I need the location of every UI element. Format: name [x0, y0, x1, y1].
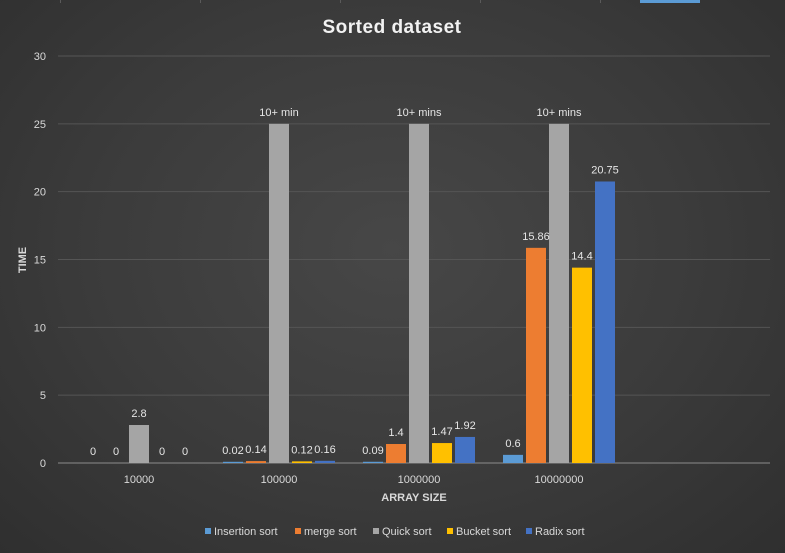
y-axis-ticks: 0 5 10 15 20 25 30	[34, 51, 46, 470]
bar	[269, 123, 289, 463]
data-label: 0	[182, 446, 188, 458]
bar	[503, 454, 523, 463]
bar	[292, 461, 312, 463]
legend-swatch	[373, 528, 379, 534]
y-tick-label: 10	[34, 322, 46, 334]
bar	[315, 460, 335, 463]
data-label: 0.16	[314, 444, 335, 456]
data-label: 10+ mins	[397, 107, 442, 119]
data-label: 2.8	[131, 408, 146, 420]
bar	[409, 123, 429, 463]
bars	[129, 123, 615, 463]
y-tick-label: 15	[34, 255, 46, 267]
legend-swatch	[295, 528, 301, 534]
bar	[246, 461, 266, 463]
data-label: 1.92	[454, 420, 475, 432]
bar	[455, 436, 475, 463]
legend-label: merge sort	[304, 526, 357, 538]
legend-label: Quick sort	[382, 526, 432, 538]
legend-label: Insertion sort	[214, 526, 278, 538]
data-label: 0.09	[362, 445, 383, 457]
data-label: 1.47	[431, 426, 452, 438]
legend-swatch	[526, 528, 532, 534]
y-tick-label: 30	[34, 51, 46, 63]
x-axis-title: ARRAY SIZE	[381, 492, 446, 504]
bar	[572, 267, 592, 463]
top-strip	[0, 0, 785, 3]
bar	[432, 443, 452, 463]
data-label: 14.4	[571, 251, 592, 263]
x-axis-ticks: 10000 100000 1000000 10000000	[124, 474, 584, 486]
data-label: 10+ min	[259, 107, 298, 119]
y-tick-label: 20	[34, 187, 46, 199]
data-label: 15.86	[522, 231, 550, 243]
x-tick-label: 100000	[261, 474, 298, 486]
data-label: 1.4	[388, 427, 403, 439]
legend: Insertion sort merge sort Quick sort Bucket…	[205, 526, 585, 538]
legend-label: Radix sort	[535, 526, 585, 538]
y-tick-label: 5	[40, 390, 46, 402]
data-label: 0	[113, 446, 119, 458]
legend-label: Bucket sort	[456, 526, 511, 538]
bar	[386, 444, 406, 463]
legend-swatch	[447, 528, 453, 534]
legend-swatch	[205, 528, 211, 534]
data-label: 0.12	[291, 444, 312, 456]
bar	[363, 461, 383, 463]
chart-title: Sorted dataset	[323, 17, 462, 38]
data-label: 10+ mins	[537, 107, 582, 119]
bar	[595, 181, 615, 463]
y-tick-label: 0	[40, 458, 46, 470]
bar	[526, 247, 546, 463]
bar	[129, 425, 149, 463]
y-tick-label: 25	[34, 119, 46, 131]
data-label: 0.14	[245, 444, 266, 456]
data-label: 0.6	[505, 438, 520, 450]
x-tick-label: 10000	[124, 474, 155, 486]
data-label: 0	[159, 446, 165, 458]
bar	[549, 123, 569, 463]
x-tick-label: 10000000	[535, 474, 584, 486]
data-label: 0	[90, 446, 96, 458]
data-label: 0.02	[222, 445, 243, 457]
data-label: 20.75	[591, 164, 619, 176]
x-tick-label: 1000000	[398, 474, 441, 486]
y-axis-title: TIME	[17, 247, 29, 273]
bar	[223, 461, 243, 463]
data-labels: 0 0 2.8 0 0 0.02 0.14 10+ min 0.12 0.16 0.09 1.4 10+…	[90, 107, 619, 458]
